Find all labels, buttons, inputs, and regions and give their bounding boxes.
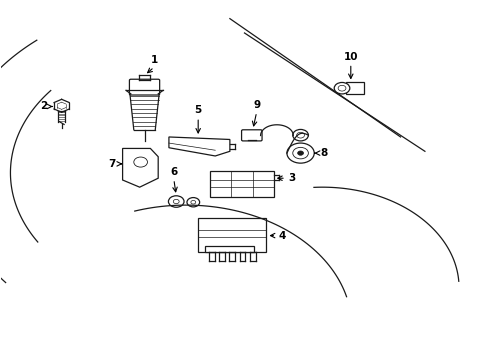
Text: 10: 10 xyxy=(343,51,357,62)
Text: 7: 7 xyxy=(108,159,115,169)
Text: 6: 6 xyxy=(170,167,177,177)
FancyBboxPatch shape xyxy=(129,79,159,95)
Circle shape xyxy=(292,130,308,141)
Circle shape xyxy=(134,157,147,167)
Circle shape xyxy=(186,198,199,207)
Text: 5: 5 xyxy=(194,105,202,116)
Circle shape xyxy=(168,196,183,207)
Bar xyxy=(345,82,364,94)
Circle shape xyxy=(173,199,179,204)
Text: 3: 3 xyxy=(288,173,295,183)
Text: 4: 4 xyxy=(278,231,285,240)
Circle shape xyxy=(297,151,303,155)
Circle shape xyxy=(333,82,349,94)
Circle shape xyxy=(292,147,308,159)
Text: 8: 8 xyxy=(320,148,326,158)
Text: 1: 1 xyxy=(150,55,158,65)
Bar xyxy=(205,246,254,252)
Bar xyxy=(210,171,273,197)
FancyBboxPatch shape xyxy=(241,130,262,141)
Circle shape xyxy=(296,132,304,138)
Circle shape xyxy=(190,201,195,204)
Polygon shape xyxy=(122,148,158,187)
Polygon shape xyxy=(168,137,229,156)
Text: 2: 2 xyxy=(40,102,47,112)
Circle shape xyxy=(286,143,314,163)
Bar xyxy=(198,218,266,252)
Circle shape xyxy=(337,85,345,91)
Text: 9: 9 xyxy=(253,100,260,110)
